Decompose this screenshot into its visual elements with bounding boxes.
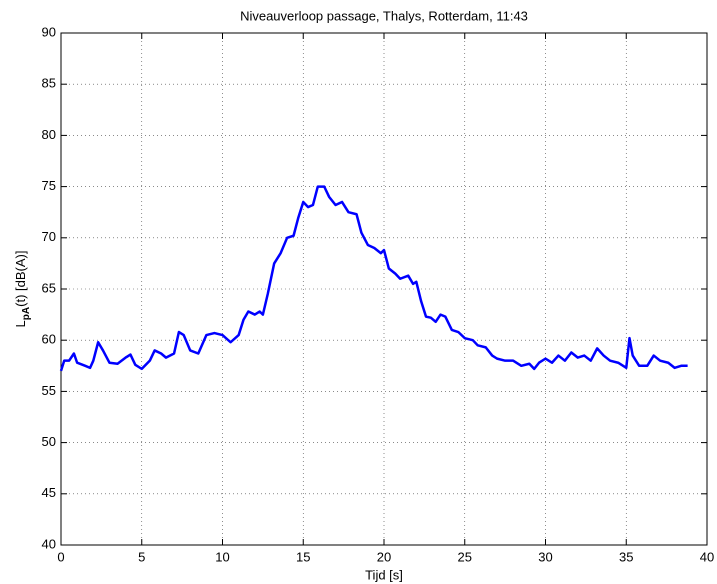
plot-frame bbox=[60, 32, 708, 546]
data-line bbox=[59, 185, 688, 372]
y-axis-label: LpA(t) [dB(A)] bbox=[13, 251, 31, 328]
y-tick-label: 65 bbox=[42, 280, 56, 295]
x-tick-label: 40 bbox=[700, 549, 714, 564]
chart-title: Niveauverloop passage, Thalys, Rotterdam… bbox=[240, 8, 528, 23]
x-tick-label: 10 bbox=[215, 549, 229, 564]
y-tick-label: 85 bbox=[42, 76, 56, 91]
y-axis-label-main: L bbox=[13, 320, 28, 327]
x-tick-label: 30 bbox=[538, 549, 552, 564]
x-axis-label: Tijd [s] bbox=[365, 567, 403, 582]
x-tick-label: 25 bbox=[458, 549, 472, 564]
y-tick-label: 70 bbox=[42, 229, 56, 244]
y-axis-label-rest: (t) [dB(A)] bbox=[13, 251, 28, 307]
y-tick-label: 80 bbox=[42, 127, 56, 142]
y-tick-label: 50 bbox=[42, 434, 56, 449]
x-tick-label: 15 bbox=[296, 549, 310, 564]
y-tick-label: 40 bbox=[42, 536, 56, 551]
x-tick-label: 0 bbox=[57, 549, 64, 564]
x-tick-label: 35 bbox=[619, 549, 633, 564]
x-tick-label: 20 bbox=[377, 549, 391, 564]
y-tick-label: 55 bbox=[42, 383, 56, 398]
y-tick-label: 60 bbox=[42, 332, 56, 347]
y-axis-label-sub: pA bbox=[21, 307, 32, 320]
y-tick-label: 75 bbox=[42, 178, 56, 193]
x-tick-label: 5 bbox=[138, 549, 145, 564]
y-tick-label: 90 bbox=[42, 24, 56, 39]
y-tick-label: 45 bbox=[42, 485, 56, 500]
